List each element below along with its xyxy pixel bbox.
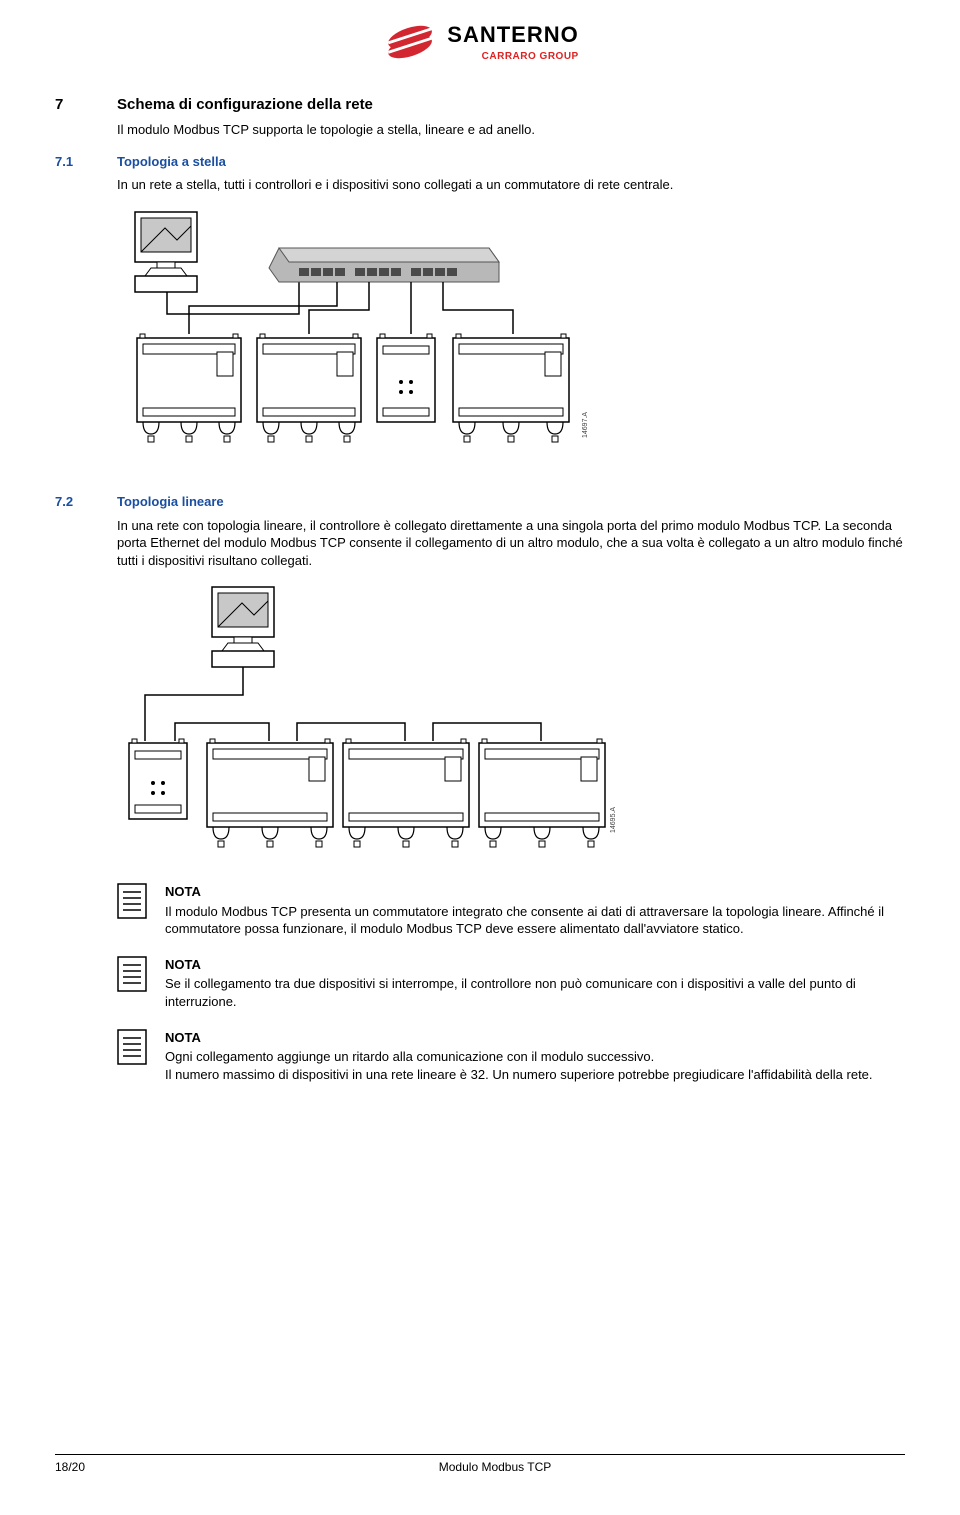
subsection-2-title: Topologia lineare: [117, 493, 224, 511]
diagram-2-ref: 14695.A: [610, 807, 617, 833]
note-title-2: NOTA: [165, 1029, 873, 1047]
note-block-0: NOTA Il modulo Modbus TCP presenta un co…: [117, 883, 905, 938]
footer-doc-title: Modulo Modbus TCP: [85, 1459, 905, 1475]
note-text-1: Se il collegamento tra due dispositivi s…: [165, 975, 905, 1010]
linear-topology-diagram: 14695.A: [117, 583, 905, 863]
note-text-0: Il modulo Modbus TCP presenta un commuta…: [165, 903, 905, 938]
diagram-1-ref: 14697.A: [582, 412, 589, 438]
subsection-2-heading: 7.2 Topologia lineare: [55, 493, 905, 511]
subsection-1-heading: 7.1 Topologia a stella: [55, 153, 905, 171]
subsection-2-body: In una rete con topologia lineare, il co…: [117, 517, 905, 570]
subsection-2-number: 7.2: [55, 493, 87, 511]
note-title-0: NOTA: [165, 883, 905, 901]
logo-subtitle: CARRARO GROUP: [482, 50, 579, 64]
footer-page-number: 18/20: [55, 1459, 85, 1475]
note-block-1: NOTA Se il collegamento tra due disposit…: [117, 956, 905, 1011]
logo-mark-icon: [381, 23, 439, 61]
note-icon: [117, 956, 147, 992]
note-text-2: Ogni collegamento aggiunge un ritardo al…: [165, 1048, 873, 1083]
logo-header: SANTERNO CARRARO GROUP: [55, 20, 905, 65]
section-heading: 7 Schema di configurazione della rete: [55, 95, 905, 115]
note-block-2: NOTA Ogni collegamento aggiunge un ritar…: [117, 1029, 905, 1084]
note-icon: [117, 883, 147, 919]
page-footer: 18/20 Modulo Modbus TCP: [55, 1454, 905, 1475]
subsection-1-number: 7.1: [55, 153, 87, 171]
section-intro: Il modulo Modbus TCP supporta le topolog…: [117, 121, 905, 139]
logo-name: SANTERNO: [447, 20, 578, 50]
subsection-1-body: In un rete a stella, tutti i controllori…: [117, 176, 905, 194]
note-title-1: NOTA: [165, 956, 905, 974]
note-icon: [117, 1029, 147, 1065]
star-topology-diagram: 14697.A: [117, 208, 905, 473]
section-title: Schema di configurazione della rete: [117, 95, 373, 115]
subsection-1-title: Topologia a stella: [117, 153, 226, 171]
section-number: 7: [55, 95, 87, 115]
